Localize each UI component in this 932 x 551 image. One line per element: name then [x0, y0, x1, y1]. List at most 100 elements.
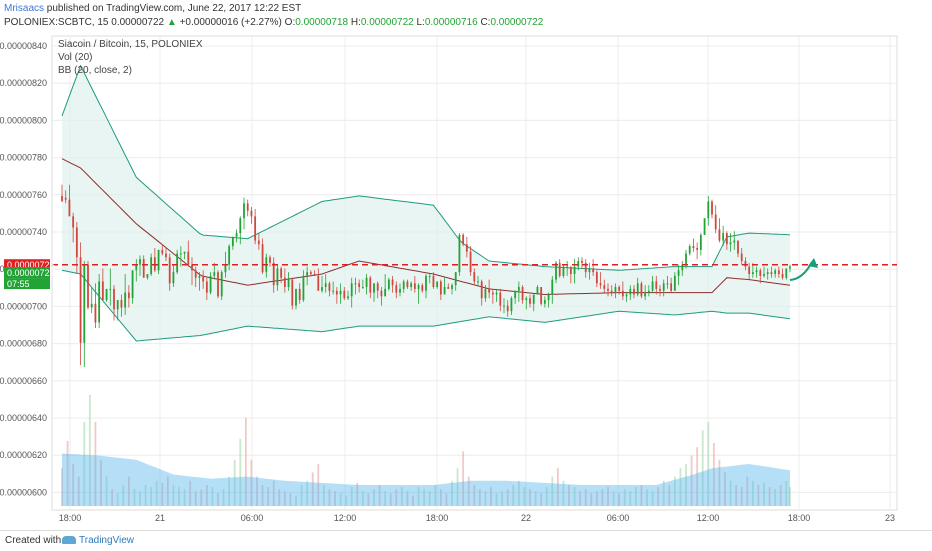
- volume-bar: [439, 489, 442, 506]
- volume-bar: [629, 491, 632, 506]
- candle-body: [321, 287, 323, 291]
- volume-bar: [651, 491, 654, 506]
- volume-bar: [423, 489, 426, 506]
- symbol-label[interactable]: POLONIEX:SCBTC, 15: [4, 17, 109, 28]
- candle-body: [614, 287, 617, 293]
- candle-body: [220, 272, 223, 297]
- candle-body: [205, 281, 208, 293]
- volume-bar: [456, 468, 459, 506]
- low-label: L:: [416, 17, 425, 28]
- volume-bar: [657, 487, 660, 506]
- candle-body: [725, 233, 728, 245]
- volume-bar: [540, 493, 543, 506]
- volume-bar: [322, 485, 325, 506]
- volume-bar: [562, 480, 565, 506]
- candle-body: [666, 283, 669, 285]
- volume-bar: [490, 487, 492, 506]
- candle-body: [172, 272, 175, 284]
- y-tick-label: 0.00000600: [0, 487, 47, 497]
- tradingview-logo[interactable]: TradingView: [62, 535, 134, 546]
- candle-body: [629, 288, 632, 295]
- volume-bar: [428, 491, 431, 506]
- candle-body: [369, 277, 372, 293]
- price-tag-last: 0.00000722: [7, 268, 55, 278]
- candle-body: [618, 287, 621, 291]
- volume-bar: [789, 487, 791, 506]
- candles-layer: [61, 184, 791, 368]
- volume-bar: [690, 455, 693, 506]
- volume-bar: [183, 489, 186, 506]
- candle-body: [562, 266, 565, 276]
- volume-bar: [367, 493, 370, 506]
- candle-body: [503, 305, 505, 307]
- volume-bar: [61, 468, 63, 506]
- volume-bar: [72, 464, 75, 506]
- price-chart[interactable]: 0.00000840 0.00000820 0.00000800 0.00000780…: [0, 30, 932, 530]
- candle-body: [157, 249, 160, 271]
- volume-bar: [757, 485, 760, 506]
- candle-body: [677, 270, 680, 276]
- candle-body: [662, 283, 665, 291]
- volume-bar: [668, 485, 671, 506]
- volume-bar: [451, 480, 453, 506]
- candle-body: [647, 290, 650, 293]
- volume-bar: [200, 489, 203, 506]
- volume-bar: [77, 476, 80, 506]
- candle-body: [696, 247, 699, 250]
- volume-bar: [534, 491, 537, 506]
- candle-body: [655, 281, 658, 289]
- author-link[interactable]: Mrisaacs: [4, 3, 45, 14]
- candle-body: [633, 288, 635, 295]
- volume-bar: [295, 495, 297, 506]
- candle-body: [532, 294, 535, 304]
- candle-body: [309, 272, 312, 275]
- candle-body: [569, 266, 572, 275]
- price-tag-countdown: 07:55: [7, 279, 30, 289]
- candle-body: [98, 281, 101, 323]
- x-tick-label: 23: [885, 513, 895, 523]
- volume-bar: [250, 459, 253, 506]
- volume-bar: [545, 487, 548, 506]
- candle-body: [332, 290, 335, 292]
- candle-body: [421, 285, 424, 291]
- volume-bar: [144, 485, 147, 506]
- candle-body: [127, 292, 130, 299]
- candle-body: [525, 298, 528, 301]
- volume-bar: [178, 487, 180, 506]
- candle-body: [280, 268, 283, 278]
- volume-bar: [105, 476, 108, 506]
- candle-body: [109, 288, 112, 290]
- volume-bar: [244, 417, 247, 506]
- candle-body: [135, 264, 138, 271]
- volume-bar: [662, 480, 665, 506]
- x-tick-label: 12:00: [334, 513, 357, 523]
- candle-body: [707, 201, 710, 219]
- price-tag-level: 0.00000723: [7, 260, 55, 270]
- high-value: 0.00000722: [360, 17, 414, 28]
- volume-bar: [384, 491, 387, 506]
- candle-body: [161, 249, 164, 254]
- candle-body: [395, 285, 398, 293]
- candle-body: [766, 272, 769, 275]
- volume-bar: [568, 485, 570, 506]
- candle-body: [451, 285, 453, 289]
- bollinger-basis-line: [61, 158, 791, 296]
- candle-body: [306, 272, 309, 276]
- candle-body: [202, 275, 205, 282]
- candle-body: [529, 298, 531, 304]
- y-tick-label: 0.00000780: [0, 153, 47, 163]
- x-tick-label: 18:00: [59, 513, 82, 523]
- candle-body: [343, 290, 346, 299]
- volume-bar: [155, 480, 158, 506]
- price-tag-countdown-bg: [4, 278, 50, 290]
- close-value: 0.00000722: [490, 17, 544, 28]
- candle-body: [376, 283, 379, 291]
- volume-bar: [751, 480, 754, 506]
- volume-bar: [256, 476, 258, 506]
- candle-body: [83, 264, 86, 343]
- candle-body: [536, 287, 539, 295]
- candle-body: [607, 288, 609, 291]
- candle-body: [194, 270, 197, 278]
- candle-body: [224, 264, 227, 273]
- candle-body: [142, 259, 145, 278]
